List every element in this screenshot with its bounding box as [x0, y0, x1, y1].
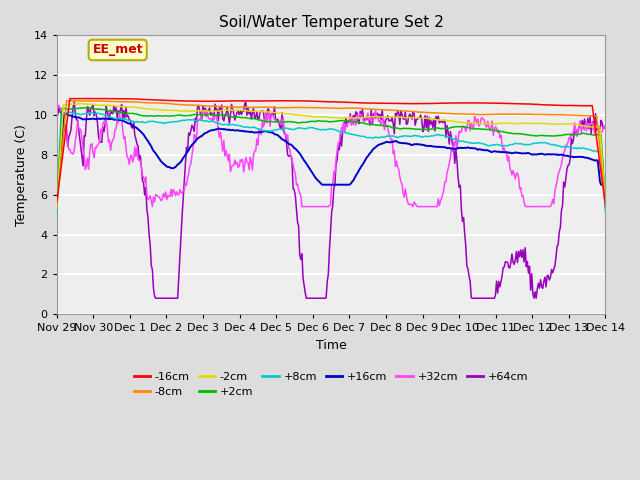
- Y-axis label: Temperature (C): Temperature (C): [15, 124, 28, 226]
- Text: EE_met: EE_met: [92, 44, 143, 57]
- Title: Soil/Water Temperature Set 2: Soil/Water Temperature Set 2: [219, 15, 444, 30]
- X-axis label: Time: Time: [316, 339, 346, 352]
- Legend: -16cm, -8cm, -2cm, +2cm, +8cm, +16cm, +32cm, +64cm: -16cm, -8cm, -2cm, +2cm, +8cm, +16cm, +3…: [129, 367, 532, 402]
